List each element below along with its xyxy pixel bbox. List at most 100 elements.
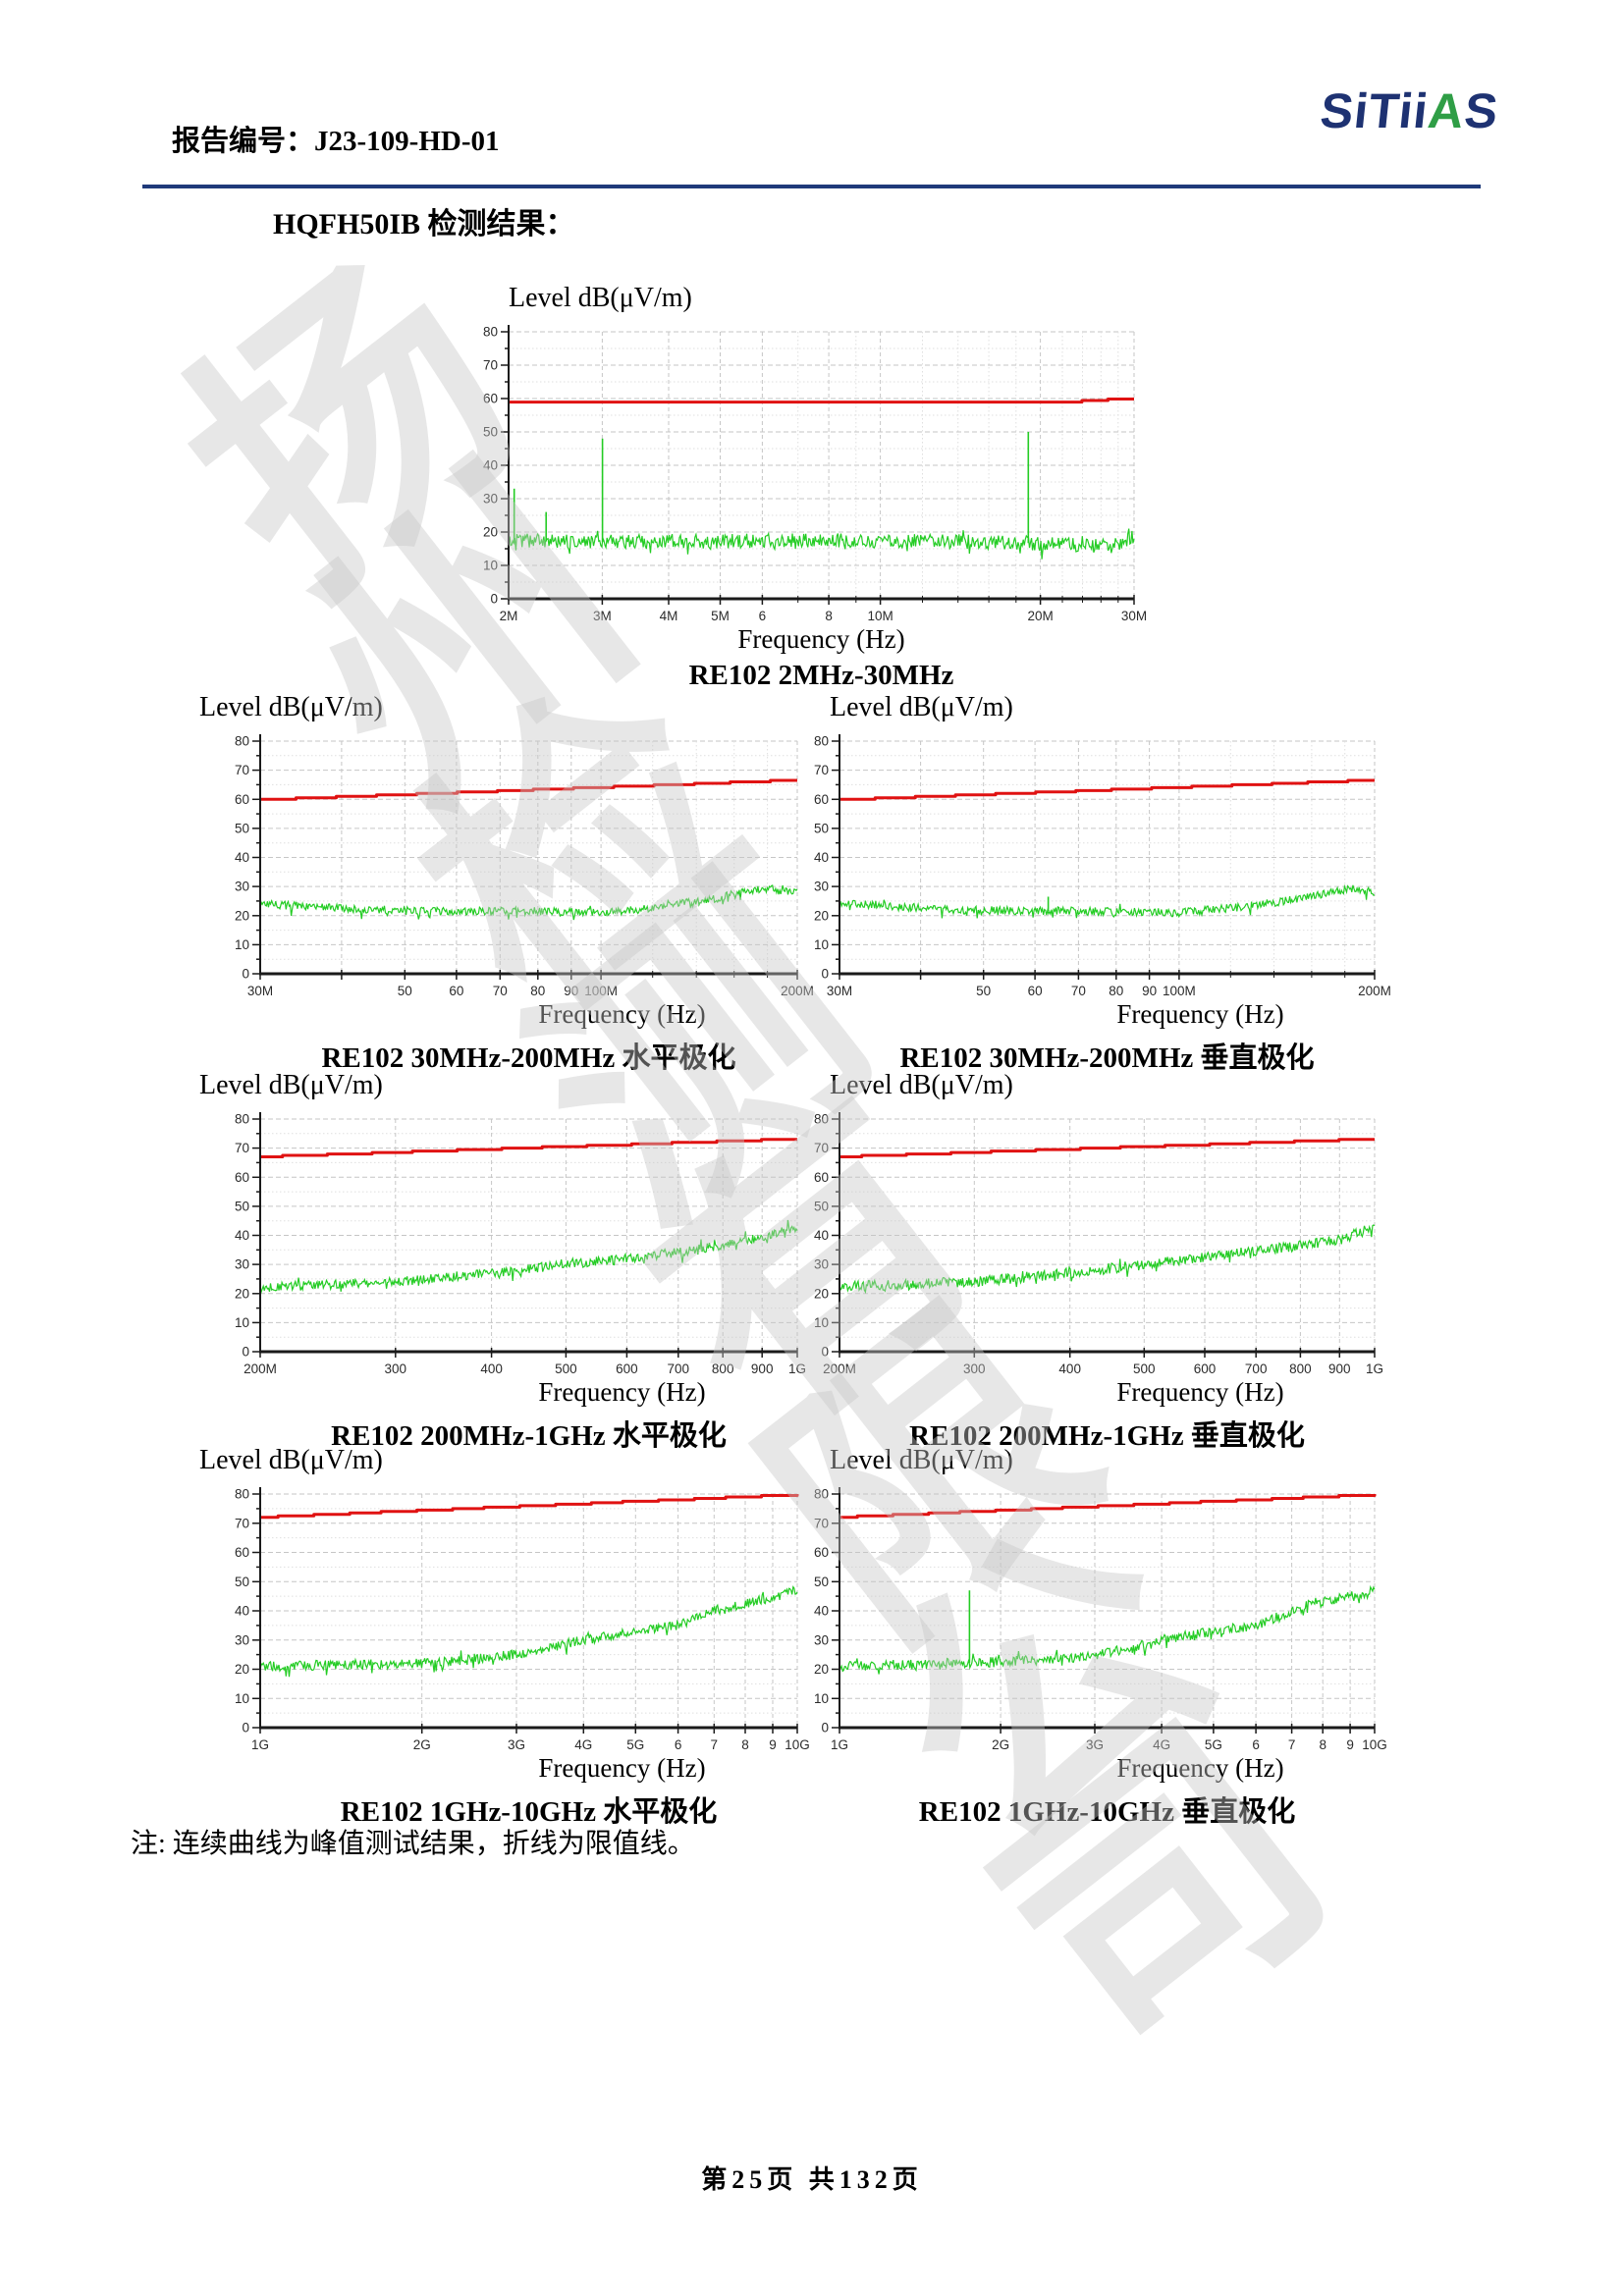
svg-text:0: 0	[242, 1721, 249, 1735]
svg-text:200M: 200M	[823, 1362, 856, 1376]
svg-text:8: 8	[825, 609, 833, 623]
svg-text:5G: 5G	[1205, 1737, 1222, 1752]
chart-y-axis-title: Level dB(μV/m)	[199, 1445, 383, 1475]
svg-text:90: 90	[564, 984, 578, 998]
chart-re102-30m-200m-horizontal: Level dB(μV/m) 0 10 20 30 40 50 60 70 80 30M 50 60 7…	[191, 692, 822, 1087]
svg-text:2G: 2G	[413, 1737, 431, 1752]
svg-text:20: 20	[814, 1286, 829, 1301]
svg-text:20: 20	[235, 1662, 249, 1677]
chart-caption: RE102 200MHz-1GHz 垂直极化	[909, 1420, 1305, 1452]
svg-text:50: 50	[235, 1575, 249, 1589]
svg-text:900: 900	[1328, 1362, 1351, 1376]
svg-text:40: 40	[814, 850, 829, 865]
svg-text:700: 700	[668, 1362, 690, 1376]
svg-text:10: 10	[235, 937, 249, 952]
svg-text:700: 700	[1245, 1362, 1268, 1376]
svg-text:60: 60	[814, 792, 829, 807]
svg-text:80: 80	[530, 984, 545, 998]
svg-text:200M: 200M	[1358, 984, 1391, 998]
svg-text:1G: 1G	[831, 1737, 848, 1752]
svg-text:900: 900	[751, 1362, 774, 1376]
svg-text:6: 6	[675, 1737, 682, 1752]
chart-x-axis-label: Frequency (Hz)	[1116, 1377, 1284, 1407]
svg-text:0: 0	[490, 592, 498, 607]
svg-text:10: 10	[814, 1691, 829, 1706]
chart-caption: RE102 1GHz-10GHz 水平极化	[340, 1796, 718, 1828]
svg-text:70: 70	[483, 358, 498, 373]
svg-text:5G: 5G	[626, 1737, 644, 1752]
svg-text:70: 70	[235, 763, 249, 777]
svg-text:60: 60	[449, 984, 463, 998]
svg-text:50: 50	[483, 425, 498, 440]
chart-plot-area: 0 10 20 30 40 50 60 70 80 200M 300 400 500 600 700 800 9…	[191, 1107, 822, 1389]
logo-text-navy-1: SiTii	[1317, 83, 1432, 138]
logo-text-navy-2: S	[1461, 83, 1501, 138]
chart-caption: RE102 1GHz-10GHz 垂直极化	[918, 1796, 1296, 1828]
chart-x-axis-label: Frequency (Hz)	[1116, 999, 1284, 1029]
chart-caption: RE102 200MHz-1GHz 水平极化	[331, 1420, 727, 1452]
svg-text:100M: 100M	[584, 984, 618, 998]
svg-text:30M: 30M	[247, 984, 273, 998]
svg-text:3G: 3G	[508, 1737, 525, 1752]
svg-text:50: 50	[814, 1199, 829, 1213]
svg-text:50: 50	[814, 821, 829, 835]
svg-text:200M: 200M	[781, 984, 814, 998]
svg-text:30: 30	[483, 492, 498, 507]
svg-text:3M: 3M	[593, 609, 612, 623]
svg-text:3G: 3G	[1086, 1737, 1104, 1752]
svg-text:90: 90	[1142, 984, 1157, 998]
chart-x-axis-label: Frequency (Hz)	[538, 1753, 706, 1783]
header-rule	[142, 185, 1481, 188]
svg-text:400: 400	[1058, 1362, 1081, 1376]
svg-text:10G: 10G	[785, 1737, 810, 1752]
svg-text:500: 500	[555, 1362, 577, 1376]
chart-x-axis-label: Frequency (Hz)	[538, 999, 706, 1029]
svg-text:20M: 20M	[1027, 609, 1053, 623]
chart-y-axis-title: Level dB(μV/m)	[830, 1070, 1013, 1100]
svg-text:60: 60	[814, 1545, 829, 1560]
report-number: 报告编号：J23-109-HD-01	[172, 126, 500, 157]
svg-text:1G: 1G	[788, 1362, 806, 1376]
svg-text:70: 70	[1071, 984, 1086, 998]
svg-text:60: 60	[235, 792, 249, 807]
chart-caption: RE102 2MHz-30MHz	[688, 660, 954, 691]
chart-plot-area: 0 10 20 30 40 50 60 70 80 1G 2G 3G 4G 5G 6 7 8 9 10G	[191, 1482, 822, 1765]
svg-text:30: 30	[235, 1632, 249, 1647]
svg-text:80: 80	[235, 1112, 249, 1127]
svg-text:70: 70	[235, 1141, 249, 1155]
chart-x-axis-label: Frequency (Hz)	[1116, 1753, 1284, 1783]
svg-text:40: 40	[814, 1604, 829, 1619]
svg-text:9: 9	[769, 1737, 777, 1752]
svg-text:6: 6	[759, 609, 767, 623]
svg-text:40: 40	[814, 1228, 829, 1243]
svg-text:50: 50	[814, 1575, 829, 1589]
page-title: HQFH50IB 检测结果：	[273, 208, 575, 240]
chart-re102-2m-30m: Level dB(μV/m) 0 10 20 30 40 50 60 70 80 2M 3M 4M 5M…	[440, 283, 1159, 712]
svg-text:2G: 2G	[992, 1737, 1009, 1752]
svg-text:7: 7	[711, 1737, 719, 1752]
chart-re102-200m-1g-vertical: Level dB(μV/m) 0 10 20 30 40 50 60 70 80 200M 300 4…	[771, 1070, 1399, 1465]
svg-text:0: 0	[242, 1345, 249, 1360]
svg-text:70: 70	[235, 1516, 249, 1530]
chart-plot-area: 0 10 20 30 40 50 60 70 80 2M 3M 4M 5M 6 8 10M 20M 30M	[440, 320, 1159, 636]
svg-text:5M: 5M	[711, 609, 730, 623]
svg-text:600: 600	[616, 1362, 638, 1376]
svg-text:20: 20	[483, 525, 498, 540]
svg-text:600: 600	[1194, 1362, 1217, 1376]
chart-plot-area: 0 10 20 30 40 50 60 70 80 30M 50 60 70 80 90 100M 200M	[771, 729, 1399, 1011]
svg-text:7: 7	[1288, 1737, 1296, 1752]
svg-text:9: 9	[1346, 1737, 1354, 1752]
svg-text:20: 20	[235, 908, 249, 923]
footnote: 注: 连续曲线为峰值测试结果，折线为限值线。	[131, 1829, 695, 1859]
svg-text:40: 40	[483, 458, 498, 473]
chart-y-axis-title: Level dB(μV/m)	[199, 692, 383, 722]
svg-text:80: 80	[235, 734, 249, 749]
svg-text:10: 10	[235, 1315, 249, 1330]
svg-text:200M: 200M	[244, 1362, 277, 1376]
svg-text:40: 40	[235, 850, 249, 865]
svg-text:50: 50	[398, 984, 412, 998]
svg-text:500: 500	[1133, 1362, 1156, 1376]
svg-text:60: 60	[814, 1170, 829, 1185]
svg-text:4G: 4G	[574, 1737, 592, 1752]
